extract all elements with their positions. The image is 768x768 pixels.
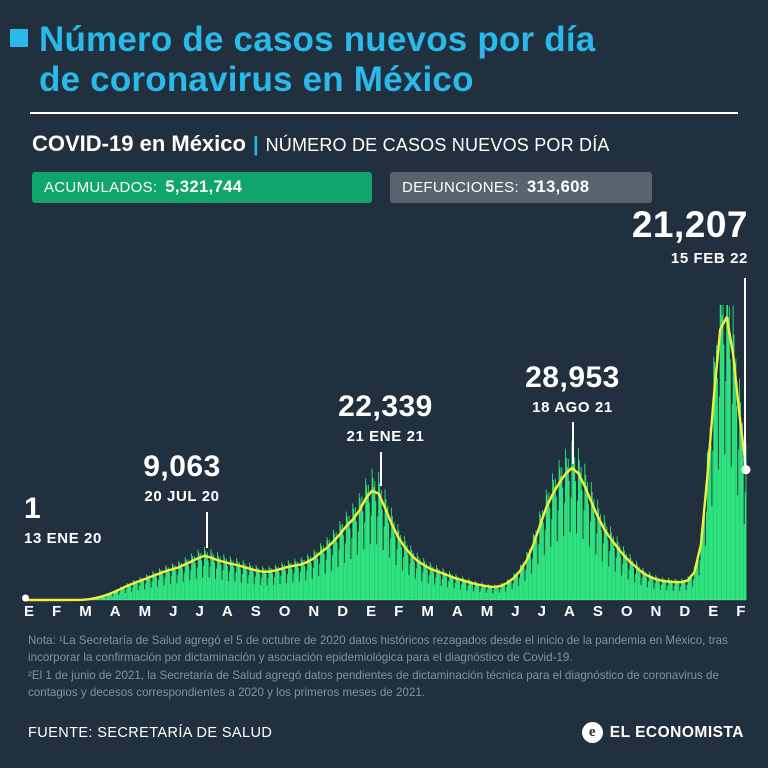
month-label: M bbox=[421, 603, 435, 620]
footnote-line2: ²El 1 de junio de 2021, la Secretaría de… bbox=[28, 668, 719, 700]
header: Número de casos nuevos por día de coronav… bbox=[10, 20, 758, 100]
deaths-value: 313,608 bbox=[526, 178, 590, 196]
footnote: Nota: ¹La Secretaría de Salud agregó el … bbox=[28, 632, 740, 702]
accumulated-badge: ACUMULADOS: 5,321,744 bbox=[32, 172, 372, 203]
subtitle-bold: COVID-19 en México bbox=[32, 131, 246, 156]
month-label: J bbox=[169, 603, 178, 620]
month-label: E bbox=[366, 603, 377, 620]
month-label: J bbox=[195, 603, 205, 620]
page-title-line2: de coronavirus en México bbox=[39, 59, 474, 99]
annotation-value: 21,207 bbox=[631, 204, 748, 245]
month-label: A bbox=[563, 603, 575, 620]
month-label: F bbox=[394, 603, 404, 620]
accumulated-label: ACUMULADOS: bbox=[44, 179, 158, 196]
el-economista-logo: e EL ECONOMISTA bbox=[581, 722, 744, 743]
annotation-pointer-line bbox=[206, 512, 208, 548]
accumulated-value: 5,321,744 bbox=[165, 178, 243, 196]
month-label: F bbox=[52, 603, 62, 620]
month-label: S bbox=[592, 603, 604, 620]
chart-area bbox=[22, 305, 751, 602]
annotation-value: 28,953 bbox=[525, 361, 620, 394]
footnote-line1: Nota: ¹La Secretaría de Salud agregó el … bbox=[28, 634, 728, 665]
annotation-value: 9,063 bbox=[143, 450, 221, 483]
month-label: N bbox=[650, 603, 662, 620]
footer: FUENTE: SECRETARÍA DE SALUD e EL ECONOMI… bbox=[28, 722, 744, 743]
month-label: A bbox=[451, 603, 463, 620]
el-economista-logo-icon: e bbox=[581, 722, 603, 743]
annotation-pointer-line bbox=[744, 278, 746, 468]
header-divider bbox=[30, 112, 738, 114]
annotation-date: 15 FEB 22 bbox=[670, 250, 748, 267]
month-label: J bbox=[511, 603, 520, 620]
daily-cases-chart bbox=[22, 305, 751, 602]
annotation-wave3-peak: 28,953 18 AGO 21 bbox=[495, 361, 650, 416]
annotation-first-case: 1 13 ENE 20 bbox=[24, 492, 102, 547]
month-label: M bbox=[79, 603, 92, 620]
chart-subtitle: COVID-19 en México | NÚMERO DE CASOS NUE… bbox=[32, 131, 610, 157]
month-label: D bbox=[337, 603, 349, 620]
month-label: E bbox=[708, 603, 719, 620]
month-label: A bbox=[221, 603, 233, 620]
annotation-date: 13 ENE 20 bbox=[24, 530, 102, 547]
deaths-label: DEFUNCIONES: bbox=[402, 179, 519, 196]
brand-name: EL ECONOMISTA bbox=[609, 723, 744, 741]
title-accent-square-icon bbox=[10, 29, 28, 47]
month-label: O bbox=[620, 603, 633, 620]
month-label: J bbox=[537, 603, 547, 620]
month-label: E bbox=[24, 603, 35, 620]
page-title-line1: Número de casos nuevos por día bbox=[39, 20, 596, 59]
month-label: A bbox=[109, 603, 121, 620]
page-title: Número de casos nuevos por día de coronav… bbox=[39, 20, 595, 100]
month-label: S bbox=[250, 603, 261, 620]
month-label: M bbox=[480, 603, 494, 620]
deaths-badge: DEFUNCIONES: 313,608 bbox=[390, 172, 652, 203]
subtitle-rest: NÚMERO DE CASOS NUEVOS POR DÍA bbox=[265, 135, 610, 155]
annotation-date: 20 JUL 20 bbox=[144, 488, 220, 505]
subtitle-separator: | bbox=[252, 134, 259, 156]
annotation-pointer-line bbox=[572, 422, 574, 464]
month-label: O bbox=[278, 603, 291, 620]
annotation-value: 1 bbox=[24, 492, 42, 525]
annotation-pointer-line bbox=[380, 452, 382, 486]
annotation-latest-value: 21,207 15 FEB 22 bbox=[632, 204, 748, 267]
source-label: FUENTE: SECRETARÍA DE SALUD bbox=[28, 724, 273, 741]
month-label: D bbox=[679, 603, 691, 620]
month-label: N bbox=[308, 603, 320, 620]
annotation-wave2-peak: 22,339 21 ENE 21 bbox=[308, 390, 463, 445]
month-label: F bbox=[736, 603, 746, 620]
annotation-date: 18 AGO 21 bbox=[532, 399, 613, 416]
annotation-date: 21 ENE 21 bbox=[346, 428, 425, 445]
month-label: M bbox=[138, 603, 152, 620]
annotation-value: 22,339 bbox=[338, 390, 433, 423]
annotation-wave1-peak: 9,063 20 JUL 20 bbox=[107, 450, 257, 505]
